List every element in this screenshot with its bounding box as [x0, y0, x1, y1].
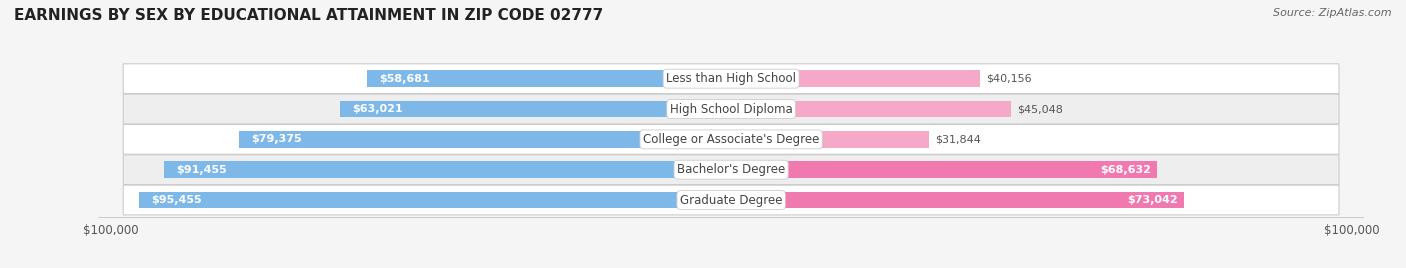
- Text: Source: ZipAtlas.com: Source: ZipAtlas.com: [1274, 8, 1392, 18]
- Bar: [340, 101, 731, 117]
- Bar: [731, 70, 980, 87]
- Bar: [367, 70, 731, 87]
- Text: $63,021: $63,021: [353, 104, 404, 114]
- Text: Less than High School: Less than High School: [666, 72, 796, 85]
- FancyBboxPatch shape: [124, 94, 1339, 124]
- Text: $68,632: $68,632: [1099, 165, 1150, 175]
- Text: $45,048: $45,048: [1017, 104, 1063, 114]
- Text: $73,042: $73,042: [1128, 195, 1178, 205]
- Text: Bachelor's Degree: Bachelor's Degree: [678, 163, 785, 176]
- FancyBboxPatch shape: [124, 64, 1339, 94]
- Text: Graduate Degree: Graduate Degree: [681, 193, 782, 207]
- Bar: [731, 192, 1184, 209]
- Bar: [731, 131, 928, 148]
- FancyBboxPatch shape: [124, 185, 1339, 215]
- Text: $31,844: $31,844: [935, 134, 981, 144]
- Text: College or Associate's Degree: College or Associate's Degree: [643, 133, 820, 146]
- Text: EARNINGS BY SEX BY EDUCATIONAL ATTAINMENT IN ZIP CODE 02777: EARNINGS BY SEX BY EDUCATIONAL ATTAINMEN…: [14, 8, 603, 23]
- Text: $58,681: $58,681: [380, 74, 430, 84]
- Text: $79,375: $79,375: [252, 134, 302, 144]
- FancyBboxPatch shape: [124, 155, 1339, 185]
- Bar: [731, 101, 1011, 117]
- Text: $95,455: $95,455: [152, 195, 202, 205]
- Bar: [239, 131, 731, 148]
- Bar: [165, 161, 731, 178]
- Bar: [139, 192, 731, 209]
- Text: $91,455: $91,455: [176, 165, 226, 175]
- Text: High School Diploma: High School Diploma: [669, 103, 793, 116]
- Text: $40,156: $40,156: [987, 74, 1032, 84]
- Bar: [731, 161, 1157, 178]
- FancyBboxPatch shape: [124, 125, 1339, 154]
